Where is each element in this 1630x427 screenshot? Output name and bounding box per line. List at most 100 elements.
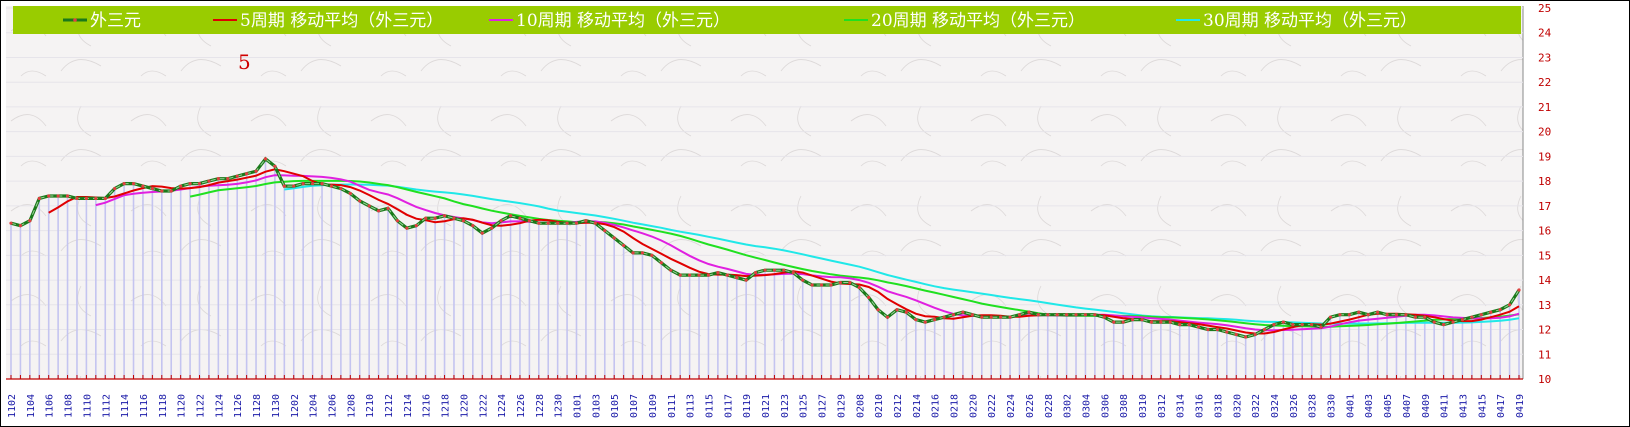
y-tick-label: 23 <box>1538 51 1551 64</box>
data-point <box>320 182 324 186</box>
data-point <box>37 196 41 201</box>
data-point <box>829 283 833 287</box>
y-tick-label: 19 <box>1538 150 1551 163</box>
x-tick-label: 0312 <box>1157 394 1168 418</box>
x-tick-label: 0214 <box>912 394 923 418</box>
x-tick-label: 0129 <box>836 394 847 418</box>
legend-label: 30周期 移动平均（外三元） <box>1203 11 1417 31</box>
data-point <box>1130 318 1135 322</box>
data-point <box>141 184 145 188</box>
data-point <box>1244 335 1248 339</box>
x-tick-label: 0318 <box>1213 394 1224 418</box>
data-point <box>329 184 334 188</box>
data-point <box>1093 313 1097 317</box>
x-tick-label: 1222 <box>478 394 489 418</box>
legend-label: 20周期 移动平均（外三元） <box>871 11 1085 31</box>
data-point <box>84 196 88 201</box>
data-point <box>1234 332 1238 337</box>
x-tick-label: 1230 <box>554 394 565 418</box>
legend: 外三元 5周期 移动平均（外三元） 10周期 移动平均（外三元） 20周期 移动平均（… <box>13 6 1521 34</box>
x-tick-label: 0226 <box>1025 394 1036 418</box>
legend-item: 外三元 <box>63 11 141 31</box>
legend-background <box>13 6 1521 34</box>
y-tick-label: 18 <box>1538 175 1551 188</box>
x-tick-label: 1220 <box>459 394 470 418</box>
data-point <box>1413 315 1417 319</box>
legend-marker <box>73 18 77 22</box>
data-point <box>348 191 352 196</box>
data-point <box>1008 315 1012 319</box>
data-point <box>235 174 239 178</box>
x-tick-label: 1108 <box>64 394 75 418</box>
data-point <box>282 184 286 188</box>
data-point <box>1065 313 1069 317</box>
data-point <box>1055 313 1059 317</box>
data-point <box>970 313 974 317</box>
data-point <box>1385 313 1389 317</box>
data-point <box>876 308 880 312</box>
data-point <box>593 221 597 225</box>
data-point <box>1281 320 1285 324</box>
data-point <box>1206 327 1210 332</box>
data-point <box>1498 308 1502 312</box>
data-point <box>28 219 32 223</box>
x-tick-label: 1126 <box>233 394 244 418</box>
data-point <box>1470 315 1474 319</box>
x-tick-label: 0103 <box>591 394 602 418</box>
data-point <box>989 315 993 319</box>
x-tick-label: 0411 <box>1440 394 1451 418</box>
data-point <box>169 189 173 193</box>
data-point <box>631 251 635 255</box>
x-tick-label: 0405 <box>1383 394 1394 418</box>
data-point <box>395 219 400 223</box>
y-tick-label: 14 <box>1538 274 1552 287</box>
data-point <box>867 295 871 299</box>
data-point <box>565 221 569 225</box>
data-point <box>65 194 70 198</box>
x-tick-label: 1112 <box>101 394 112 418</box>
data-point <box>980 315 984 319</box>
data-point <box>1046 313 1050 317</box>
data-point <box>1394 313 1399 317</box>
x-tick-label: 0101 <box>573 394 584 418</box>
x-tick-label: 0109 <box>648 394 659 418</box>
y-tick-label: 11 <box>1538 348 1551 361</box>
data-point <box>75 196 79 201</box>
data-point <box>216 177 220 181</box>
data-point <box>339 186 343 191</box>
data-point <box>1442 322 1446 327</box>
x-tick-label: 1228 <box>535 394 546 418</box>
data-point <box>245 172 249 176</box>
x-tick-label: 0113 <box>686 394 697 418</box>
legend-label: 5周期 移动平均（外三元） <box>240 11 443 31</box>
data-point <box>1017 313 1022 317</box>
data-point <box>1036 313 1040 317</box>
y-tick-label: 22 <box>1538 76 1551 89</box>
data-point <box>442 214 447 218</box>
data-point <box>838 280 843 285</box>
x-tick-label: 1206 <box>327 394 338 418</box>
x-tick-label: 1106 <box>45 394 56 418</box>
data-point <box>556 221 560 225</box>
x-tick-label: 1226 <box>516 394 527 418</box>
data-point <box>1225 330 1229 334</box>
data-point <box>1112 320 1116 324</box>
data-point <box>207 179 211 183</box>
data-point <box>574 221 579 225</box>
data-point <box>1328 315 1333 319</box>
data-point <box>706 273 711 277</box>
data-point <box>782 268 786 272</box>
legend-item: 5周期 移动平均（外三元） <box>213 11 443 31</box>
x-tick-label: 0210 <box>874 394 885 418</box>
x-tick-label: 0208 <box>855 394 866 418</box>
x-tick-label: 0403 <box>1364 394 1375 418</box>
x-tick-label: 0224 <box>1006 394 1017 418</box>
y-tick-label: 13 <box>1538 299 1551 312</box>
x-tick-label: 1212 <box>384 394 395 418</box>
data-point <box>1102 315 1106 319</box>
data-point <box>885 315 890 319</box>
x-tick-label: 1114 <box>120 394 131 418</box>
data-point <box>1262 327 1267 332</box>
data-point <box>1357 310 1361 314</box>
data-point <box>131 182 136 186</box>
